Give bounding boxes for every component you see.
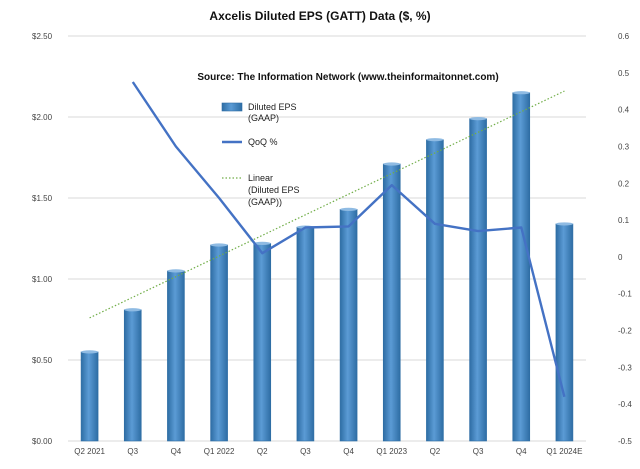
bar (167, 271, 184, 441)
y-left-tick-label: $2.00 (32, 113, 53, 122)
chart-title: Axcelis Diluted EPS (GATT) Data ($, %) (209, 9, 430, 23)
bar-top (124, 308, 141, 311)
y-right-tick-label: 0 (618, 253, 623, 262)
bar (470, 119, 487, 441)
legend: Diluted EPS(GAAP) QoQ % Linear (Diluted EPS… (222, 102, 300, 207)
y-left-tick-label: $1.50 (32, 194, 53, 203)
legend-label: QoQ % (248, 137, 278, 147)
bar (426, 140, 443, 441)
bar (124, 310, 141, 441)
x-tick-label: Q3 (127, 447, 138, 456)
y-left-tick-label: $1.00 (32, 275, 53, 284)
y-right-tick-label: -0.4 (618, 400, 632, 409)
bar (81, 352, 98, 441)
bar-top (470, 117, 487, 120)
bar (383, 164, 400, 441)
y-right-tick-label: 0.6 (618, 32, 630, 41)
y-right-tick-label: 0.4 (618, 106, 630, 115)
bar-top (340, 208, 357, 211)
y-right-tick-label: -0.3 (618, 363, 632, 372)
bar-top (383, 162, 400, 165)
legend-swatch-bar (222, 103, 242, 111)
y-left-tick-label: $0.00 (32, 437, 53, 446)
bar-top (556, 222, 573, 225)
bar-top (513, 91, 530, 94)
bar (556, 224, 573, 441)
legend-label: (Diluted EPS (248, 185, 300, 195)
y-right-tick-label: 0.1 (618, 216, 630, 225)
gridlines (68, 36, 586, 441)
x-tick-label: Q4 (516, 447, 527, 456)
x-tick-label: Q1 2022 (204, 447, 235, 456)
x-tick-label: Q4 (171, 447, 182, 456)
legend-label: (GAAP)) (248, 197, 282, 207)
bar (340, 209, 357, 441)
bar-top (167, 269, 184, 272)
y-left-tick-label: $2.50 (32, 32, 53, 41)
y-right-tick-label: 0.2 (618, 179, 630, 188)
legend-label: Diluted EPS (248, 102, 297, 112)
y-right-tick-label: 0.3 (618, 142, 630, 151)
bar (513, 93, 530, 441)
x-tick-label: Q1 2024E (546, 447, 582, 456)
legend-label: (GAAP) (248, 113, 279, 123)
bar (297, 227, 314, 441)
x-tick-label: Q3 (473, 447, 484, 456)
bar-top (81, 350, 98, 353)
x-tick-label: Q2 (257, 447, 268, 456)
y-left-tick-label: $0.50 (32, 356, 53, 365)
bar-top (211, 243, 228, 246)
bar-top (426, 138, 443, 141)
x-tick-label: Q3 (300, 447, 311, 456)
bars (81, 91, 573, 441)
x-tick-label: Q1 2023 (376, 447, 407, 456)
y-right-tick-label: -0.1 (618, 290, 632, 299)
x-tick-label: Q2 2021 (74, 447, 105, 456)
y-right-tick-label: 0.5 (618, 69, 630, 78)
x-tick-label: Q2 (430, 447, 441, 456)
axes: $0.00 $0.50 $1.00 $1.50 $2.00 $2.50 -0.5 -0.4 -0… (32, 32, 632, 456)
bar (211, 245, 228, 441)
y-right-tick-label: -0.2 (618, 327, 632, 336)
bar (254, 243, 271, 441)
legend-label: Linear (248, 173, 273, 183)
chart-subtitle: Source: The Information Network (www.the… (197, 72, 498, 83)
y-right-tick-label: -0.5 (618, 437, 632, 446)
x-tick-label: Q4 (343, 447, 354, 456)
